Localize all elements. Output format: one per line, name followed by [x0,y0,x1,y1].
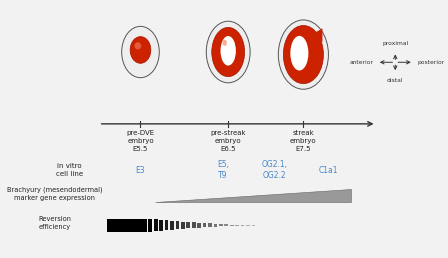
Text: pre-streak
embryo
E6.5: pre-streak embryo E6.5 [211,130,246,152]
Bar [252,225,255,226]
Bar [181,222,185,229]
Ellipse shape [130,37,151,63]
Text: C1a1: C1a1 [319,166,338,175]
Text: distal: distal [387,78,404,83]
Bar [154,219,158,231]
Ellipse shape [290,36,308,70]
Text: Reversion
efficiency: Reversion efficiency [39,216,71,230]
Bar [214,224,217,227]
Bar [170,221,174,230]
Text: in vitro
cell line: in vitro cell line [56,163,83,177]
Bar [176,221,179,229]
Bar [235,225,239,226]
Bar [107,219,147,232]
Text: Brachyury (mesendodermal)
marker gene expression: Brachyury (mesendodermal) marker gene ex… [7,187,103,201]
Text: OG2.1,
OG2.2: OG2.1, OG2.2 [261,160,287,180]
Ellipse shape [283,26,323,84]
Bar [186,222,190,228]
Ellipse shape [206,21,250,83]
Text: E5,
T9: E5, T9 [217,160,229,180]
Bar [246,225,250,226]
Bar [224,224,228,226]
Ellipse shape [122,26,159,78]
Bar [230,225,233,226]
Polygon shape [155,189,351,202]
Bar [165,220,168,230]
Bar [192,222,196,228]
Polygon shape [311,28,323,42]
Bar [202,223,207,227]
Ellipse shape [223,40,227,46]
Bar [219,224,223,226]
Text: E3: E3 [136,166,145,175]
Text: anterior: anterior [349,60,374,65]
Text: pre-DVE
embryo
E5.5: pre-DVE embryo E5.5 [126,130,155,152]
Text: proximal: proximal [382,41,409,46]
Bar [148,219,152,232]
Ellipse shape [134,42,141,50]
Bar [241,225,245,226]
Ellipse shape [278,20,328,89]
Bar [197,223,201,228]
Bar [208,223,212,227]
Text: posterior: posterior [417,60,444,65]
Bar [159,220,163,231]
Ellipse shape [220,36,236,66]
Text: streak
embryo
E7.5: streak embryo E7.5 [290,130,317,152]
Ellipse shape [212,27,245,77]
